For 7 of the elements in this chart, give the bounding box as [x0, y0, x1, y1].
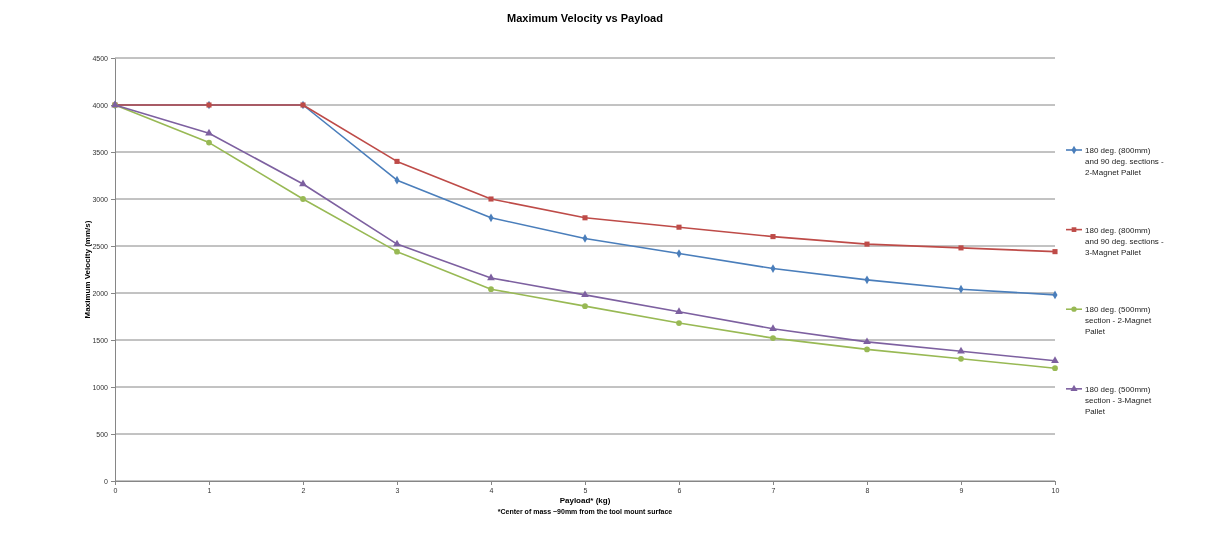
x-axis-title: Payload* (kg)	[559, 496, 611, 505]
legend-label: 180 deg. (500mm) section - 3-Magnet Pallet	[1085, 384, 1153, 416]
legend-label: 180 deg. (800mm) and 90 deg. sections - 3-Magnet Pallet	[1085, 225, 1165, 257]
legend-label: 180 deg. (800mm) and 90 deg. sections - 2-Magnet Pallet	[1085, 146, 1165, 177]
chart-title: Maximum Velocity vs Payload	[507, 12, 663, 24]
y-axis-title: Maximum Velocity (mm/s)	[83, 220, 92, 319]
legend-label: 180 deg. (500mm) section - 2-Magnet Pallet	[1085, 305, 1153, 337]
